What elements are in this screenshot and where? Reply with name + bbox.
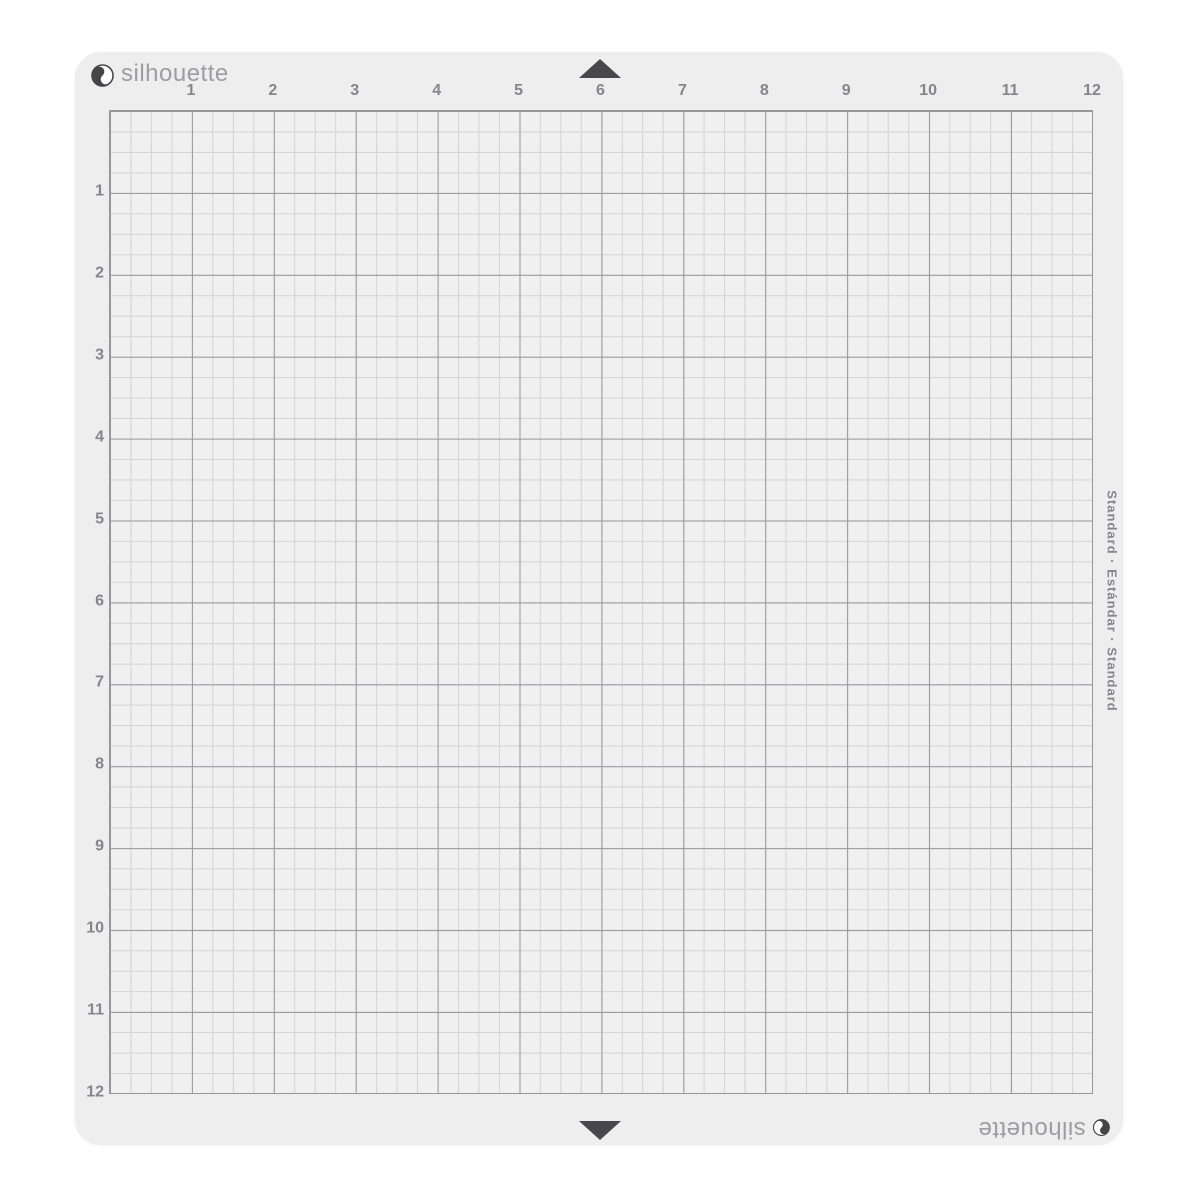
left-ruler-number: 5 [95,510,104,528]
brand-name: silhouette [121,59,229,87]
top-ruler-number: 10 [919,82,938,99]
top-ruler-number: 2 [268,82,278,99]
top-ruler-number: 6 [596,82,605,99]
top-ruler-number: 4 [432,82,442,99]
top-ruler: 1 2 3 4 5 6 7 8 9 10 11 12 [109,82,1100,104]
left-ruler-number: 9 [95,837,104,855]
left-ruler: 1 2 3 4 5 6 7 8 9 10 11 12 [72,110,106,1101]
left-ruler-number: 10 [86,919,104,937]
grid-area [109,110,1093,1094]
brand-logo: silhouette [91,61,229,89]
left-ruler-number: 11 [87,1001,104,1019]
left-ruler-number: 1 [95,182,104,200]
left-ruler-number: 3 [95,346,104,364]
brand-name: silhouette [978,1116,1086,1144]
top-ruler-number: 3 [350,82,360,99]
top-ruler-number: 11 [1001,82,1019,99]
top-ruler-number: 12 [1083,82,1101,99]
down-triangle-icon [579,1121,621,1140]
top-ruler-number: 9 [841,82,851,99]
silhouette-s-icon [1092,1119,1110,1137]
top-ruler-number: 8 [759,82,769,99]
brand-logo-bottom: silhouette [978,1113,1110,1144]
up-triangle-icon [579,59,621,78]
top-ruler-number: 5 [514,82,524,99]
silhouette-s-icon [91,63,114,87]
left-ruler-number: 7 [95,674,104,692]
left-ruler-number: 6 [95,592,104,610]
top-ruler-number: 1 [186,82,196,99]
left-ruler-number: 12 [86,1083,104,1101]
left-ruler-number: 4 [95,428,104,446]
top-ruler-number: 7 [677,82,687,99]
mat-type-label: Standard · Estándar · Standard [1104,490,1120,712]
left-ruler-number: 2 [95,264,104,282]
left-ruler-number: 8 [95,755,104,773]
